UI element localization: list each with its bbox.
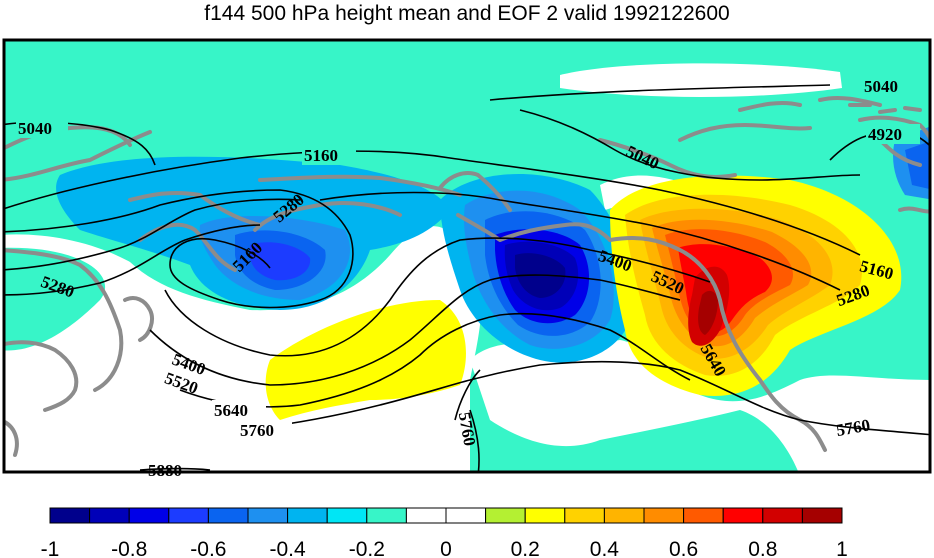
contour-5040-mid xyxy=(519,109,861,181)
colorbar-swatch xyxy=(801,507,843,524)
contour-labels: 5040 5040 5040 4920 5160 5160 5160 5280 … xyxy=(16,76,920,480)
colorbar-swatch xyxy=(564,507,605,524)
contour-5520 xyxy=(149,274,681,386)
colorbar-swatch xyxy=(524,507,566,524)
contour-5160 xyxy=(4,150,861,256)
fill-blue-west-4 xyxy=(250,242,311,281)
coast-2 xyxy=(4,130,152,182)
fill-red-east-8 xyxy=(698,290,718,335)
colorbar-swatch xyxy=(643,507,685,524)
colorbar-swatch xyxy=(762,507,803,524)
contour-label-5040-top: 5040 xyxy=(864,77,898,96)
coast-11 xyxy=(438,171,512,212)
coast-1 xyxy=(4,125,132,151)
colorbar-swatch xyxy=(683,507,724,524)
contour-label-5760-a: 5760 xyxy=(240,421,274,440)
colorbar-swatch xyxy=(89,507,130,524)
contour-5280-west2 xyxy=(4,224,261,296)
coast-5 xyxy=(4,419,19,457)
colorbar-swatch xyxy=(366,507,407,524)
colorbar-tick-label: -1 xyxy=(41,538,60,558)
contour-5640 xyxy=(179,312,691,408)
colorbar-swatch xyxy=(326,507,368,524)
contour-5280-east xyxy=(319,191,841,291)
contour-5760-mid xyxy=(454,369,481,421)
colorbar-swatch xyxy=(445,507,487,524)
colorbar-swatch xyxy=(405,507,447,524)
colorbar-swatch xyxy=(247,507,289,524)
colorbar-tick-label: -0.2 xyxy=(349,538,385,558)
coast-4 xyxy=(4,340,79,412)
colorbar-swatch xyxy=(49,507,91,524)
colorbar-tick-label: -0.6 xyxy=(190,538,226,558)
contour-5400 xyxy=(164,237,711,357)
coast-16 xyxy=(738,95,882,112)
fill-white-south xyxy=(470,340,930,472)
contour-label-5160-a: 5160 xyxy=(304,146,338,165)
colorbar-tick-label: 0 xyxy=(440,538,452,558)
colorbar: -1 -0.8 -0.6 -0.4 -0.2 0 0.2 0.4 0.6 0.8 1 xyxy=(41,507,848,558)
coast-14 xyxy=(598,138,737,179)
contour-5040-top xyxy=(489,84,831,101)
coast-15 xyxy=(678,123,812,142)
contour-5280 xyxy=(4,198,301,271)
coast-6 xyxy=(123,296,154,342)
contour-label-4920: 4920 xyxy=(868,125,902,144)
coast-20 xyxy=(848,103,922,114)
height-contours xyxy=(4,84,930,472)
colorbar-tick-label: 0.4 xyxy=(590,538,620,558)
colorbar-swatch xyxy=(722,507,764,524)
colorbar-tick-label: 0.8 xyxy=(748,538,777,558)
colorbar-tick-label: 0.2 xyxy=(511,538,540,558)
coast-3 xyxy=(4,248,124,392)
contour-5760 xyxy=(239,360,930,436)
colorbar-tick-label: 0.6 xyxy=(669,538,698,558)
contour-label-5640-a: 5640 xyxy=(214,401,248,420)
colorbar-swatch xyxy=(603,507,645,524)
colorbar-swatch xyxy=(485,507,526,524)
plot-frame xyxy=(2,38,932,474)
contour-label-5040-west: 5040 xyxy=(18,119,52,138)
colorbar-swatch xyxy=(287,507,328,524)
colorbar-tick-label: -0.8 xyxy=(111,538,147,558)
contour-5880 xyxy=(139,467,211,471)
colorbar-swatch xyxy=(128,507,170,524)
fill-white-southwest xyxy=(4,226,482,472)
contour-5160-low xyxy=(4,189,354,309)
colorbar-swatch xyxy=(207,507,249,524)
fill-white-top xyxy=(560,63,842,97)
coast-19 xyxy=(898,206,930,214)
colorbar-tick-label: 1 xyxy=(836,538,848,558)
coast-9 xyxy=(253,201,402,232)
colorbar-swatch xyxy=(168,507,209,524)
fill-yellow-southwest xyxy=(265,300,466,420)
coast-12 xyxy=(456,213,612,242)
plot-title: f144 500 hPa height mean and EOF 2 valid… xyxy=(204,2,730,25)
fill-white-corner xyxy=(900,431,930,472)
colorbar-tick-label: -0.4 xyxy=(270,538,307,558)
coast-8 xyxy=(128,190,262,227)
